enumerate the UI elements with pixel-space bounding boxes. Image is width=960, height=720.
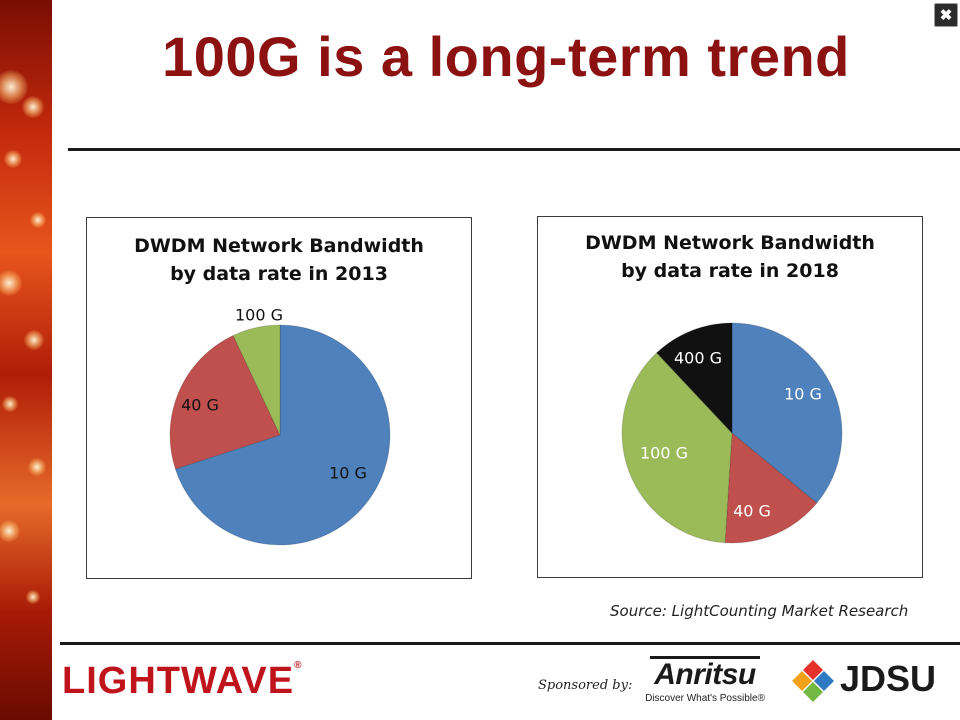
pie-slice-10g (174, 324, 391, 546)
footer-divider (60, 642, 960, 645)
pie-chart-2013: 10 G 40 G 100 G (169, 306, 391, 546)
chart-title-line1: DWDM Network Bandwidth (585, 232, 875, 254)
anritsu-logo-text: Anritsu (650, 656, 760, 691)
chart-title-line2: by data rate in 2013 (170, 263, 388, 285)
pie-slice-100g (621, 352, 733, 544)
data-label-10g: 10 G (329, 464, 367, 483)
source-note: Source: LightCounting Market Research (610, 602, 909, 620)
data-label-100g: 100 G (235, 306, 283, 325)
pie-chart-2018: 10 G 40 G 100 G 400 G (621, 322, 843, 544)
registered-mark: ® (294, 660, 303, 671)
decorative-fiber-strip (0, 0, 52, 720)
chart-2018: DWDM Network Bandwidth by data rate in 2… (537, 216, 923, 578)
data-label-100g: 100 G (640, 444, 688, 463)
lightwave-logo-text: LIGHTWAVE (62, 660, 295, 702)
data-label-40g: 40 G (733, 502, 771, 521)
pie-slice-400g (655, 322, 733, 435)
data-label-10g: 10 G (784, 385, 822, 404)
anritsu-tagline: Discover What's Possible® (645, 693, 765, 704)
chart-title-2013: DWDM Network Bandwidth by data rate in 2… (87, 232, 471, 288)
jdsu-logo-text: JDSU (840, 658, 937, 699)
anritsu-logo: Anritsu Discover What's Possible® (640, 656, 770, 704)
pie-slice-10g (731, 322, 843, 504)
pie-slice-100g (232, 324, 281, 436)
close-button[interactable]: ✖ (934, 3, 958, 27)
sponsored-by-label: Sponsored by: (538, 678, 633, 693)
pie-slices (621, 322, 843, 544)
chart-title-line2: by data rate in 2018 (621, 260, 839, 282)
chart-title-2018: DWDM Network Bandwidth by data rate in 2… (538, 229, 922, 285)
data-label-400g: 400 G (674, 349, 722, 368)
title-divider (68, 148, 960, 151)
jdsu-diamond-icon (792, 660, 834, 702)
chart-title-line1: DWDM Network Bandwidth (134, 235, 424, 257)
pie-slice-40g (169, 334, 281, 470)
pie-slices (169, 324, 391, 546)
data-label-40g: 40 G (181, 396, 219, 415)
slide-title: 100G is a long-term trend (162, 25, 850, 88)
chart-2013: DWDM Network Bandwidth by data rate in 2… (86, 217, 472, 579)
lightwave-logo: LIGHTWAVE® (62, 660, 302, 703)
pie-slice-40g (724, 431, 818, 544)
